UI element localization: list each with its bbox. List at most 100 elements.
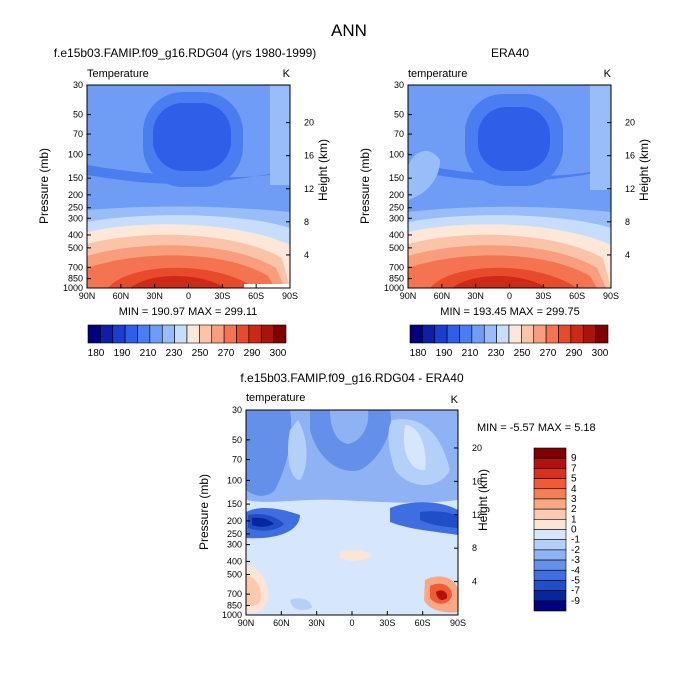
panel-obs: ERA40 temperature K 90N 60N 30N 0 30S 60S 90S 3… bbox=[358, 46, 651, 359]
y-tick-label: 500 bbox=[227, 569, 242, 579]
y-tick-label: 1000 bbox=[63, 283, 83, 293]
panel-obs-subtitle-left: temperature bbox=[408, 68, 467, 80]
y-tick-label: 70 bbox=[232, 455, 242, 465]
colorbar-label: 1 bbox=[571, 514, 577, 525]
y-tick-label: 850 bbox=[68, 274, 83, 284]
colorbar-label: 270 bbox=[218, 348, 235, 359]
y2-tick-label: 20 bbox=[304, 118, 314, 128]
y-tick-label: 400 bbox=[389, 230, 404, 240]
colorbar-label: 7 bbox=[571, 463, 577, 474]
x-tick-label: 30N bbox=[308, 618, 325, 628]
colorbar-swatch bbox=[533, 324, 547, 344]
colorbar-label: 300 bbox=[270, 348, 287, 359]
colorbar-swatch bbox=[186, 324, 200, 344]
colorbar-swatch bbox=[533, 580, 567, 591]
colorbar-swatch bbox=[533, 600, 567, 612]
colorbar-swatch bbox=[161, 324, 175, 344]
colorbar-swatch bbox=[533, 488, 567, 500]
colorbar-swatch bbox=[471, 324, 485, 344]
x-tick-label: 90S bbox=[282, 291, 298, 301]
colorbar-swatch bbox=[124, 324, 138, 344]
x-tick-label: 30S bbox=[214, 291, 230, 301]
x-tick-label: 90S bbox=[450, 618, 466, 628]
panel-diff: f.e15b03.FAMIP.f09_g16.RDG04 - ERA40 tem… bbox=[197, 371, 596, 628]
page-title: ANN bbox=[331, 21, 367, 40]
x-tick-label: 60N bbox=[113, 291, 130, 301]
y2-tick-label: 4 bbox=[625, 250, 630, 260]
panel-obs-minmax: MIN = 193.45 MAX = 299.75 bbox=[440, 306, 579, 318]
colorbar-label: 250 bbox=[192, 348, 209, 359]
colorbar-swatch bbox=[533, 478, 567, 490]
x-tick-label: 30N bbox=[146, 291, 163, 301]
y-tick-label: 250 bbox=[68, 203, 83, 213]
colorbar-swatch bbox=[236, 324, 250, 344]
colorbar-swatch bbox=[422, 324, 436, 344]
colorbar-label: -4 bbox=[571, 565, 580, 576]
x-tick-label: 0 bbox=[349, 618, 354, 628]
colorbar-label: -3 bbox=[571, 555, 580, 566]
colorbar-swatch bbox=[533, 559, 567, 571]
colorbar-swatch bbox=[100, 324, 114, 344]
colorbar-swatch bbox=[260, 324, 274, 344]
y-tick-label: 150 bbox=[227, 499, 242, 509]
colorbar-label: 9 bbox=[571, 453, 577, 464]
panel-diff-contours bbox=[246, 410, 458, 615]
panel-obs-subtitle-right: K bbox=[604, 68, 612, 80]
colorbar-label: 180 bbox=[410, 348, 427, 359]
x-tick-label: 30S bbox=[379, 618, 395, 628]
colorbar-swatch bbox=[533, 519, 567, 530]
x-tick-label: 90N bbox=[238, 618, 255, 628]
y-tick-label: 700 bbox=[227, 589, 242, 599]
colorbar-label: -7 bbox=[571, 586, 580, 597]
colorbar-swatch bbox=[595, 324, 609, 344]
y-tick-label: 700 bbox=[389, 262, 404, 272]
colorbar-swatch bbox=[533, 468, 567, 479]
colorbar-swatch bbox=[545, 324, 559, 344]
y2-tick-label: 12 bbox=[625, 184, 635, 194]
colorbar-swatch bbox=[149, 324, 163, 344]
x-tick-label: 60N bbox=[273, 618, 290, 628]
panel-diff-ylabel: Pressure (mb) bbox=[197, 474, 211, 550]
x-tick-label: 90N bbox=[79, 291, 96, 301]
colorbar-swatch bbox=[273, 324, 287, 344]
panel-diff-subtitle-right: K bbox=[451, 394, 459, 406]
colorbar-label: 2 bbox=[571, 504, 577, 515]
colorbar-swatch bbox=[112, 324, 126, 344]
colorbar-swatch bbox=[211, 324, 225, 344]
x-tick-label: 60S bbox=[569, 291, 585, 301]
colorbar-swatch bbox=[248, 324, 262, 344]
y-tick-label: 1000 bbox=[222, 610, 242, 620]
y2-tick-label: 20 bbox=[472, 443, 482, 453]
y-tick-label: 50 bbox=[232, 435, 242, 445]
colorbar-swatch bbox=[533, 498, 567, 510]
y-tick-label: 100 bbox=[68, 150, 83, 160]
panel-diff-y2label: Height (km) bbox=[476, 469, 490, 531]
x-tick-label: 90N bbox=[400, 291, 417, 301]
colorbar-swatch bbox=[496, 324, 510, 344]
y-tick-label: 200 bbox=[227, 516, 242, 526]
colorbar-swatch bbox=[434, 324, 448, 344]
colorbar-label: 3 bbox=[571, 494, 577, 505]
y-tick-label: 70 bbox=[394, 129, 404, 139]
y-tick-label: 30 bbox=[73, 80, 83, 90]
colorbar-swatch bbox=[459, 324, 473, 344]
x-tick-label: 30S bbox=[535, 291, 551, 301]
colorbar-swatch bbox=[533, 590, 567, 602]
x-tick-label: 60S bbox=[248, 291, 264, 301]
colorbar-swatch bbox=[508, 324, 522, 344]
y-tick-label: 250 bbox=[227, 529, 242, 539]
panel-model-subtitle-right: K bbox=[283, 68, 291, 80]
y-tick-label: 100 bbox=[389, 150, 404, 160]
panel-model-subtitle-left: Temperature bbox=[87, 68, 149, 80]
colorbar-swatch bbox=[533, 457, 567, 469]
y-tick-label: 150 bbox=[389, 173, 404, 183]
y2-tick-label: 12 bbox=[472, 510, 482, 520]
colorbar-label: 0 bbox=[571, 525, 577, 536]
colorbar-label: -5 bbox=[571, 575, 580, 586]
y-tick-label: 50 bbox=[394, 110, 404, 120]
y-tick-label: 250 bbox=[389, 203, 404, 213]
colorbar-swatch bbox=[87, 324, 101, 344]
y-tick-label: 500 bbox=[68, 243, 83, 253]
